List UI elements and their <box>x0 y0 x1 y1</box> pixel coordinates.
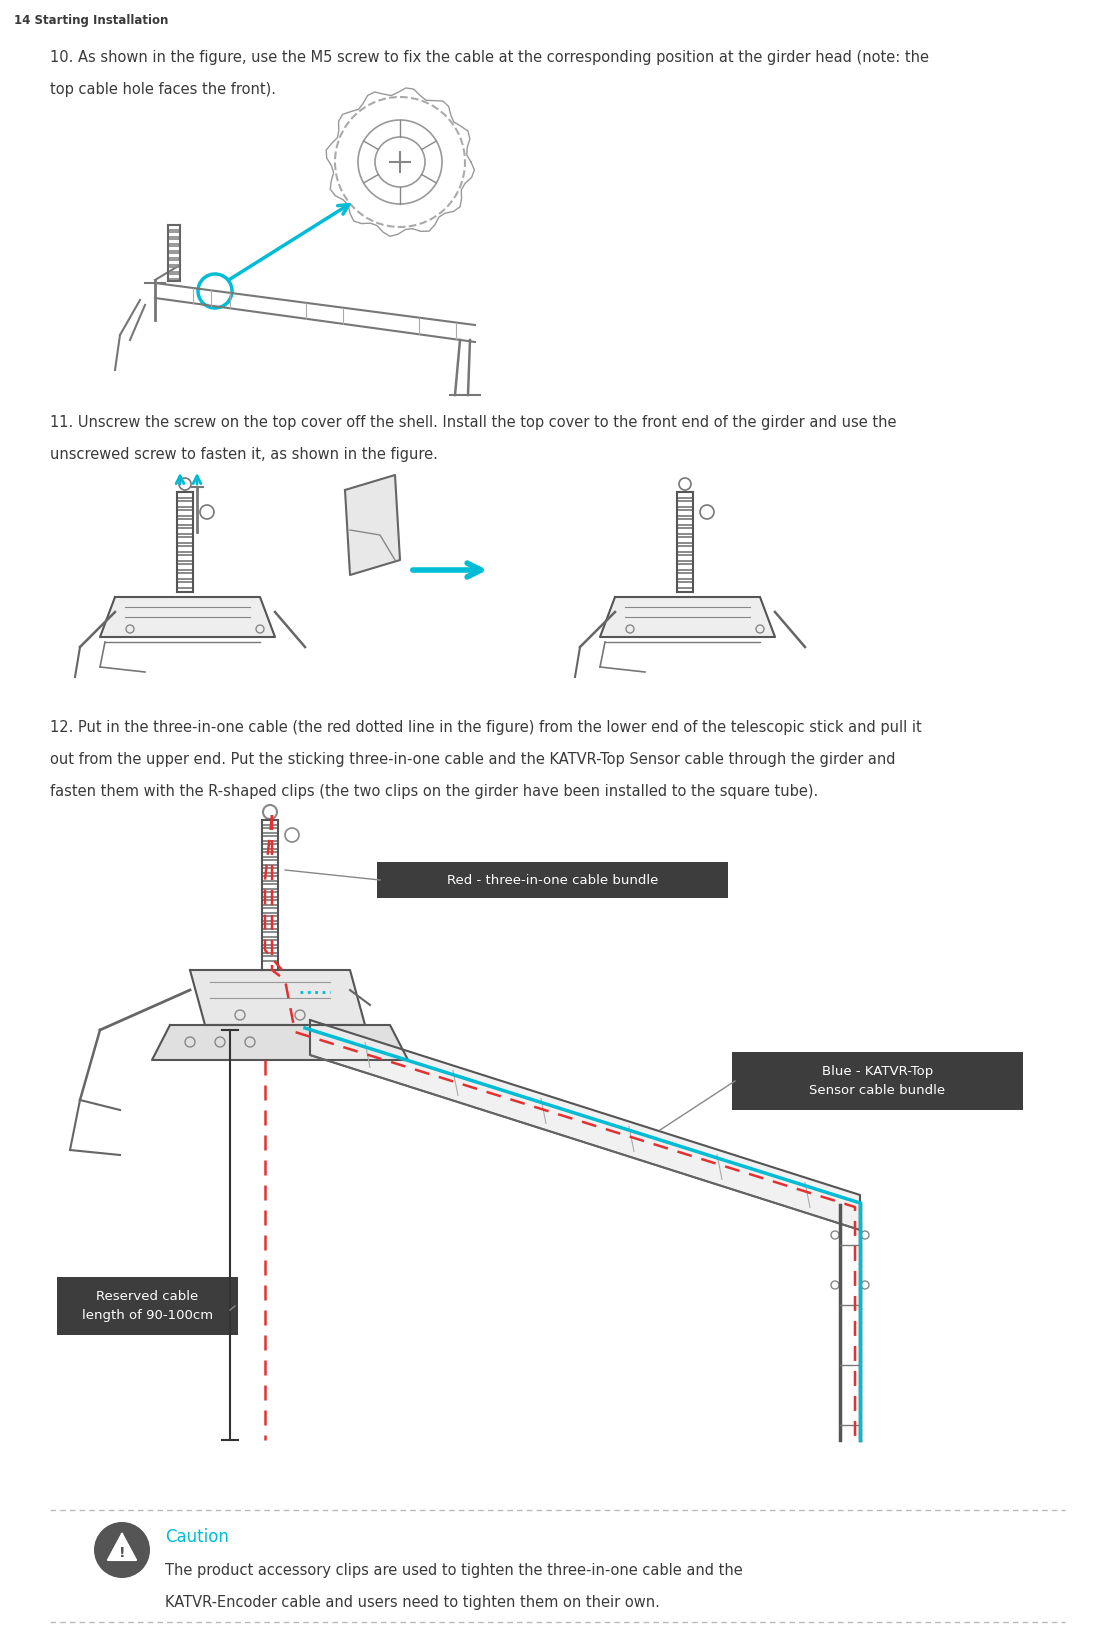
Text: out from the upper end. Put the sticking three-in-one cable and the KATVR-Top Se: out from the upper end. Put the sticking… <box>50 751 895 768</box>
Text: 11. Unscrew the screw on the top cover off the shell. Install the top cover to t: 11. Unscrew the screw on the top cover o… <box>50 416 896 430</box>
Polygon shape <box>345 474 400 575</box>
Text: top cable hole faces the front).: top cable hole faces the front). <box>50 82 277 98</box>
Text: The product accessory clips are used to tighten the three-in-one cable and the: The product accessory clips are used to … <box>165 1563 743 1578</box>
Text: unscrewed screw to fasten it, as shown in the figure.: unscrewed screw to fasten it, as shown i… <box>50 447 438 461</box>
Polygon shape <box>100 597 275 637</box>
Text: Caution: Caution <box>165 1527 229 1545</box>
Polygon shape <box>190 970 365 1025</box>
Text: Reserved cable
length of 90-100cm: Reserved cable length of 90-100cm <box>81 1291 213 1322</box>
Polygon shape <box>600 597 775 637</box>
Circle shape <box>94 1522 151 1578</box>
Text: Red - three-in-one cable bundle: Red - three-in-one cable bundle <box>447 874 658 887</box>
Text: 14 Starting Installation: 14 Starting Installation <box>14 15 168 28</box>
FancyBboxPatch shape <box>377 862 728 898</box>
Polygon shape <box>152 1025 408 1060</box>
Text: KATVR-Encoder cable and users need to tighten them on their own.: KATVR-Encoder cable and users need to ti… <box>165 1596 660 1610</box>
FancyBboxPatch shape <box>57 1276 237 1335</box>
Text: Blue - KATVR-Top
Sensor cable bundle: Blue - KATVR-Top Sensor cable bundle <box>809 1066 946 1097</box>
Text: 12. Put in the three-in-one cable (the red dotted line in the figure) from the l: 12. Put in the three-in-one cable (the r… <box>50 720 922 735</box>
Polygon shape <box>108 1534 136 1560</box>
Polygon shape <box>310 1020 860 1231</box>
Text: fasten them with the R-shaped clips (the two clips on the girder have been insta: fasten them with the R-shaped clips (the… <box>50 784 818 799</box>
Text: !: ! <box>119 1545 125 1560</box>
Text: 10. As shown in the figure, use the M5 screw to fix the cable at the correspondi: 10. As shown in the figure, use the M5 s… <box>50 51 929 65</box>
FancyBboxPatch shape <box>733 1051 1022 1110</box>
